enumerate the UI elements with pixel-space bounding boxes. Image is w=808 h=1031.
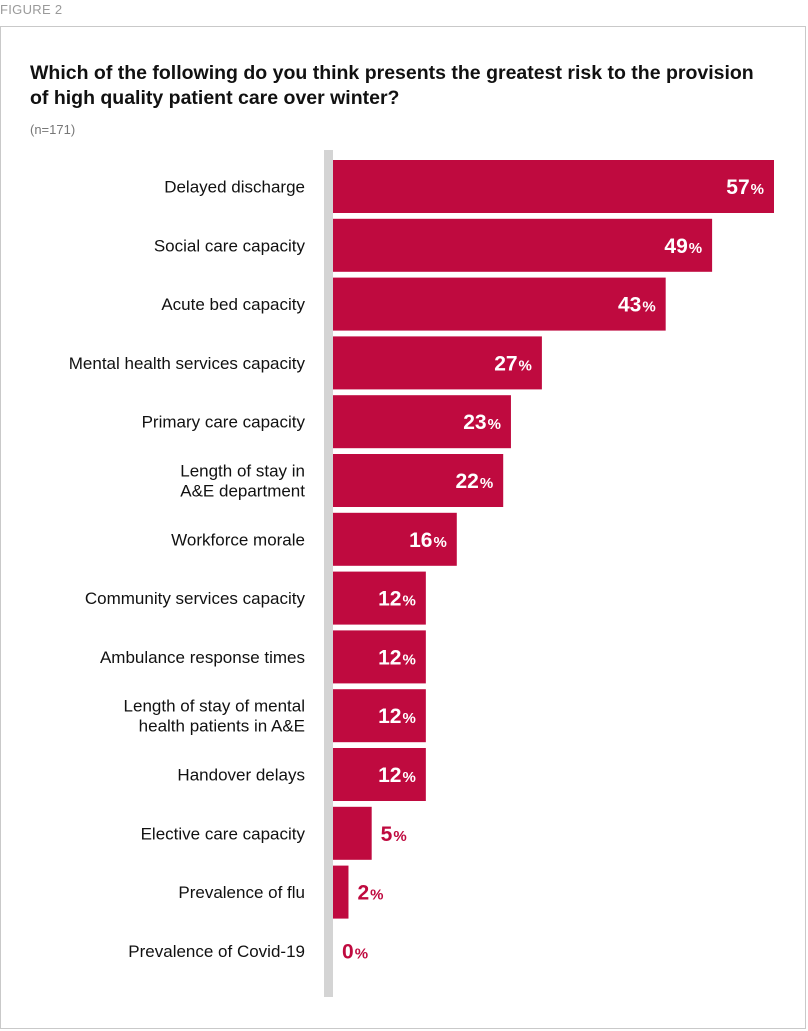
category-label: Ambulance response times — [100, 648, 305, 667]
data-label: 27% — [494, 352, 532, 375]
bar — [333, 630, 426, 684]
chart-title: Which of the following do you think pres… — [30, 62, 754, 109]
bar — [333, 512, 457, 566]
bar — [333, 218, 713, 272]
bar — [333, 454, 504, 507]
data-label: 12% — [378, 588, 416, 611]
data-label: 12% — [378, 646, 416, 669]
category-label: Acute bed capacity — [161, 295, 305, 314]
figure-label: FIGURE 2 — [0, 2, 63, 17]
category-label: Prevalence of Covid-19 — [128, 942, 305, 961]
bar — [333, 689, 426, 743]
data-label: 16% — [409, 529, 447, 552]
category-label: Length of stay in A&E department — [180, 462, 305, 501]
bar — [333, 160, 774, 213]
bar — [333, 748, 426, 801]
bar — [333, 806, 372, 860]
data-label: 0% — [342, 940, 368, 963]
chart-subtitle: (n=171) — [30, 122, 76, 137]
category-label: Handover delays — [177, 766, 305, 785]
category-label: Elective care capacity — [141, 824, 306, 843]
data-label: 57% — [726, 176, 764, 199]
category-label: Length of stay of mental health patients … — [124, 697, 305, 736]
category-label: Social care capacity — [154, 236, 306, 255]
data-label: 22% — [456, 470, 494, 493]
data-label: 2% — [357, 882, 383, 905]
data-label: 5% — [381, 823, 407, 846]
data-label: 49% — [664, 235, 702, 258]
category-label: Workforce morale — [171, 530, 305, 549]
category-label: Prevalence of flu — [178, 883, 305, 902]
data-label: 43% — [618, 294, 656, 317]
bar — [333, 571, 426, 625]
data-label: 12% — [378, 705, 416, 728]
axis-bar — [324, 150, 333, 997]
bar — [333, 277, 666, 331]
data-label: 12% — [378, 764, 416, 787]
bar — [333, 336, 542, 390]
category-label: Community services capacity — [85, 589, 306, 608]
data-label: 23% — [463, 411, 501, 434]
bar — [333, 395, 511, 449]
category-label: Primary care capacity — [142, 413, 306, 432]
bar — [333, 865, 349, 919]
category-label: Delayed discharge — [164, 178, 305, 197]
category-label: Mental health services capacity — [69, 354, 306, 373]
